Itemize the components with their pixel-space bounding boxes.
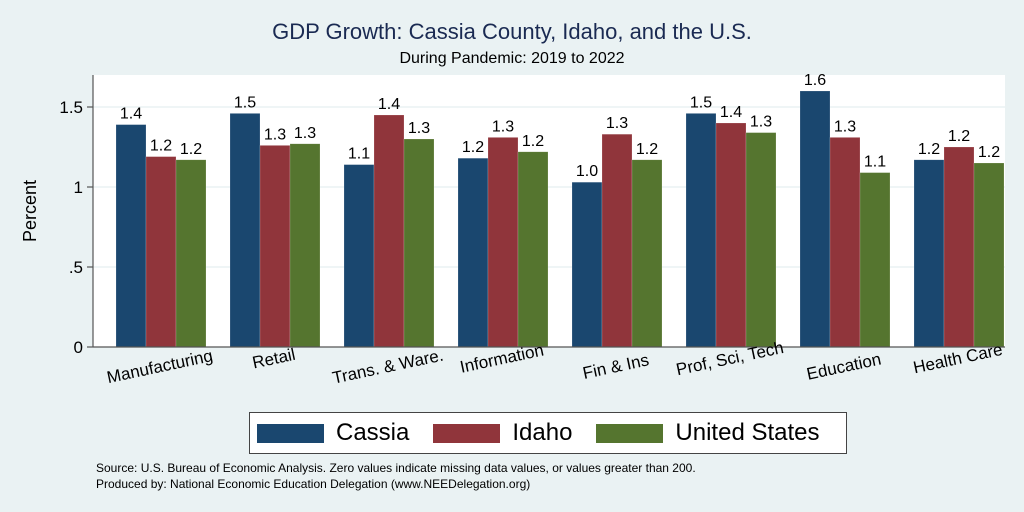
legend-label: United States	[675, 419, 820, 446]
bar-idaho	[601, 133, 633, 348]
x-tick-label: Education	[805, 349, 883, 383]
bar-united-states	[973, 162, 1005, 348]
bar-value-label: 1.3	[294, 125, 316, 142]
legend-item: Idaho	[433, 419, 572, 447]
chart-notes: Source: U.S. Bureau of Economic Analysis…	[96, 460, 696, 492]
bar-idaho	[715, 122, 747, 348]
bar-value-label: 1.3	[834, 118, 856, 135]
bar-labels: 1.4 1.2 1.2 1.5 1.3 1.3 1.1 1.4 1.3 1.2 1.3 1.2 1.0 1…	[120, 72, 1000, 180]
bar-value-label: 1.5	[234, 94, 256, 111]
bar-cassia	[685, 113, 717, 348]
bar-value-label: 1.2	[150, 138, 172, 155]
bar-united-states	[631, 159, 663, 348]
y-tick-label: 1.5	[59, 98, 83, 117]
bar-value-label: 1.3	[408, 120, 430, 137]
bar-united-states	[859, 172, 891, 348]
bar-united-states	[403, 138, 435, 348]
y-axis-label: Percent	[20, 180, 40, 242]
bar-value-label: 1.4	[378, 96, 400, 113]
legend-item: Cassia	[257, 419, 409, 447]
bar-value-label: 1.2	[462, 139, 484, 156]
bar-value-label: 1.2	[180, 141, 202, 158]
bars	[115, 90, 1005, 348]
x-tick-label: Fin & Ins	[581, 350, 651, 383]
legend-label: Cassia	[336, 419, 410, 446]
x-tick-label: Trans. & Ware.	[331, 346, 446, 388]
chart-subtitle: During Pandemic: 2019 to 2022	[399, 50, 625, 67]
bar-chart: 1.41.2 1.21.51.3 1.31.11.41.31.21.31.21.01…	[20, 72, 1005, 388]
bar-idaho	[943, 146, 975, 348]
legend: Cassia Idaho United States	[249, 412, 847, 454]
bar-cassia	[343, 164, 375, 348]
bar-cassia	[913, 159, 945, 348]
bar-value-label: 1.1	[864, 154, 886, 171]
legend-swatch	[596, 423, 664, 443]
bar-value-label: 1.3	[492, 118, 514, 135]
legend-swatch	[257, 423, 324, 443]
bar-idaho	[487, 137, 519, 348]
bar-united-states	[175, 159, 207, 348]
bar-value-label: 1.3	[750, 114, 772, 131]
bar-value-label: 1.2	[948, 128, 970, 145]
bar-idaho	[373, 114, 405, 348]
bar-value-label: 1.2	[918, 141, 940, 158]
bar-united-states	[745, 132, 777, 348]
x-tick-label: Retail	[251, 345, 297, 373]
bar-value-label: 1.2	[978, 144, 1000, 161]
legend-item: United States	[596, 419, 820, 447]
y-ticks: 0 .5 1 1.5	[59, 98, 93, 357]
bar-value-label: 1.2	[636, 141, 658, 158]
chart-title: GDP Growth: Cassia County, Idaho, and th…	[272, 19, 752, 44]
bar-value-label: 1.4	[120, 106, 142, 123]
bar-cassia	[457, 157, 489, 348]
y-tick-label: .5	[69, 258, 83, 277]
bar-value-label: 1.4	[720, 104, 742, 121]
bar-united-states	[517, 151, 549, 348]
bar-cassia	[115, 124, 147, 348]
bar-value-label: 1.2	[522, 133, 544, 150]
y-tick-label: 1	[74, 178, 83, 197]
bar-value-label: 1.3	[606, 115, 628, 132]
bar-united-states	[289, 143, 321, 348]
legend-swatch	[433, 423, 501, 443]
bar-cassia	[571, 181, 603, 348]
source-note: Source: U.S. Bureau of Economic Analysis…	[96, 461, 696, 475]
bar-idaho	[259, 145, 291, 348]
bar-cassia	[799, 90, 831, 348]
legend-label: Idaho	[512, 419, 573, 446]
bar-value-label: 1.5	[690, 94, 712, 111]
bar-idaho	[145, 156, 177, 348]
bar-value-label: 1.3	[264, 126, 286, 143]
y-tick-label: 0	[74, 338, 83, 357]
bar-value-label: 1.0	[576, 163, 598, 180]
bar-value-label: 1.1	[348, 146, 370, 163]
bar-value-label: 1.6	[804, 72, 826, 89]
bar-idaho	[829, 137, 861, 348]
bar-cassia	[229, 113, 261, 348]
produced-by-note: Produced by: National Economic Education…	[96, 477, 531, 491]
x-tick-label: Manufacturing	[105, 346, 214, 387]
